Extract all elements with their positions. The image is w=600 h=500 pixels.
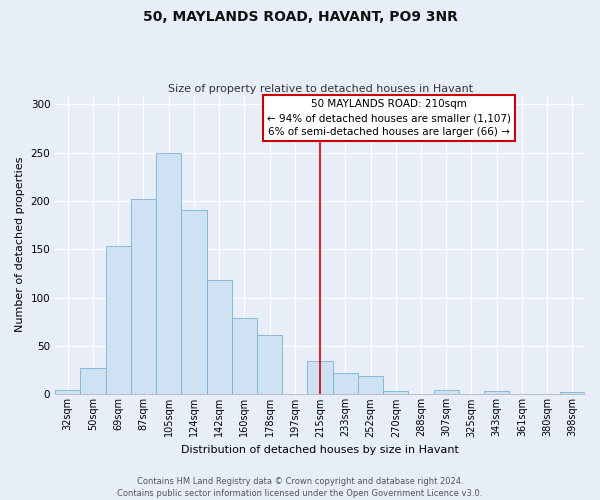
Bar (332, 373, 358, 394)
Text: 50, MAYLANDS ROAD, HAVANT, PO9 3NR: 50, MAYLANDS ROAD, HAVANT, PO9 3NR (143, 10, 457, 24)
Bar (560, 392, 585, 394)
Bar (358, 376, 383, 394)
Bar (257, 336, 282, 394)
Bar (484, 392, 509, 394)
Title: Size of property relative to detached houses in Havant: Size of property relative to detached ho… (167, 84, 473, 94)
Bar (131, 199, 156, 394)
Bar (55, 390, 80, 394)
Bar (181, 210, 206, 394)
Bar (80, 368, 106, 394)
Text: Contains HM Land Registry data © Crown copyright and database right 2024.
Contai: Contains HM Land Registry data © Crown c… (118, 476, 482, 498)
Bar (383, 390, 409, 394)
Bar (434, 390, 459, 394)
Text: 50 MAYLANDS ROAD: 210sqm
← 94% of detached houses are smaller (1,107)
6% of semi: 50 MAYLANDS ROAD: 210sqm ← 94% of detach… (267, 100, 511, 138)
Bar (106, 246, 131, 394)
X-axis label: Distribution of detached houses by size in Havant: Distribution of detached houses by size … (181, 445, 459, 455)
Bar (307, 360, 332, 394)
Y-axis label: Number of detached properties: Number of detached properties (15, 157, 25, 332)
Bar (232, 318, 257, 394)
Bar (156, 153, 181, 394)
Bar (206, 280, 232, 394)
